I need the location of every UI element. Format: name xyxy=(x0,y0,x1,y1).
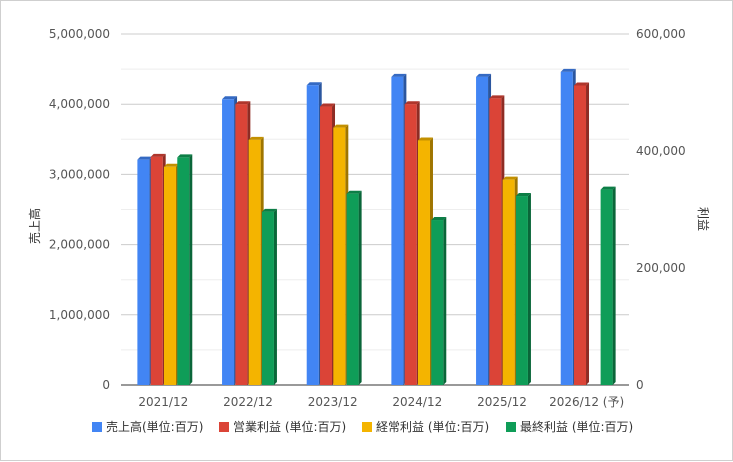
category-label: 2021/12 xyxy=(138,395,188,409)
legend-item: 最終利益 (単位:百万) xyxy=(506,419,633,434)
bar xyxy=(431,217,447,385)
bar xyxy=(177,154,193,385)
right-tick-label: 600,000 xyxy=(636,27,686,41)
bar xyxy=(150,153,166,385)
left-axis-ticks: 0 1,000,000 2,000,000 3,000,000 4,000,000 5,0… xyxy=(49,27,110,392)
legend: 売上高(単位:百万) 営業利益 (単位:百万) 経常利益 (単位:百万) 最終利益 (… xyxy=(92,419,633,434)
left-tick-label: 1,000,000 xyxy=(49,308,110,322)
bar xyxy=(163,163,179,385)
bar xyxy=(346,190,362,385)
bar xyxy=(502,176,518,385)
right-axis-ticks: 0 200,000 400,000 600,000 xyxy=(636,27,686,392)
legend-label: 最終利益 (単位:百万) xyxy=(520,419,633,434)
left-tick-label: 5,000,000 xyxy=(49,27,110,41)
bar xyxy=(248,136,264,385)
right-axis-title: 利益 xyxy=(696,207,710,231)
legend-label: 売上高(単位:百万) xyxy=(106,419,203,434)
bars xyxy=(137,68,616,386)
bar xyxy=(137,156,153,385)
bar xyxy=(261,208,277,385)
category-label: 2023/12 xyxy=(308,395,358,409)
legend-label: 経常利益 (単位:百万) xyxy=(376,419,489,434)
left-axis-title: 売上高 xyxy=(27,208,42,244)
left-tick-label: 0 xyxy=(102,378,110,392)
grid-lines xyxy=(121,33,629,386)
legend-label: 営業利益 (単位:百万) xyxy=(233,419,346,434)
bar xyxy=(404,101,420,385)
bar xyxy=(306,82,322,385)
right-tick-label: 0 xyxy=(636,378,644,392)
bar xyxy=(333,124,349,385)
legend-item: 営業利益 (単位:百万) xyxy=(219,419,346,434)
left-tick-label: 2,000,000 xyxy=(49,238,110,252)
category-label: 2022/12 xyxy=(223,395,273,409)
category-label: 2025/12 xyxy=(477,395,527,409)
category-label: 2026/12 (予) xyxy=(549,395,624,409)
category-labels: 2021/12 2022/12 2023/12 2024/12 2025/12 2026/… xyxy=(138,395,624,409)
bar xyxy=(222,96,238,385)
legend-item: 経常利益 (単位:百万) xyxy=(362,419,489,434)
legend-swatch xyxy=(219,422,229,432)
left-tick-label: 4,000,000 xyxy=(49,97,110,111)
left-tick-label: 3,000,000 xyxy=(49,167,110,181)
legend-swatch xyxy=(92,422,102,432)
bar xyxy=(391,73,407,386)
legend-swatch xyxy=(506,422,516,432)
bar xyxy=(560,68,576,386)
legend-swatch xyxy=(362,422,372,432)
legend-item: 売上高(単位:百万) xyxy=(92,419,203,434)
bar xyxy=(235,101,251,385)
bar xyxy=(600,186,616,385)
right-tick-label: 200,000 xyxy=(636,261,686,275)
bar xyxy=(515,193,531,385)
bar xyxy=(574,82,590,385)
right-tick-label: 400,000 xyxy=(636,144,686,158)
bar xyxy=(489,95,505,385)
bar xyxy=(417,137,433,385)
bar xyxy=(320,103,336,385)
category-label: 2024/12 xyxy=(392,395,442,409)
bar xyxy=(476,73,492,386)
